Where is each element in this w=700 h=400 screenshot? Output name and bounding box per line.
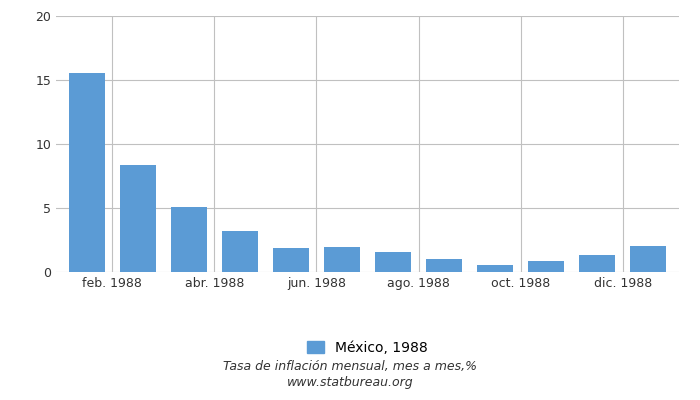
Bar [528, 261, 564, 272]
Bar [273, 248, 309, 272]
Bar [171, 207, 206, 272]
Bar [426, 258, 462, 272]
Bar [477, 265, 513, 272]
Bar [222, 231, 258, 272]
Bar [69, 73, 104, 272]
Bar [580, 255, 615, 272]
Text: Tasa de inflación mensual, mes a mes,%: Tasa de inflación mensual, mes a mes,% [223, 360, 477, 373]
Text: www.statbureau.org: www.statbureau.org [287, 376, 413, 389]
Legend: México, 1988: México, 1988 [302, 335, 433, 360]
Bar [631, 246, 666, 272]
Bar [375, 252, 411, 272]
Bar [120, 165, 155, 272]
Bar [324, 247, 360, 272]
